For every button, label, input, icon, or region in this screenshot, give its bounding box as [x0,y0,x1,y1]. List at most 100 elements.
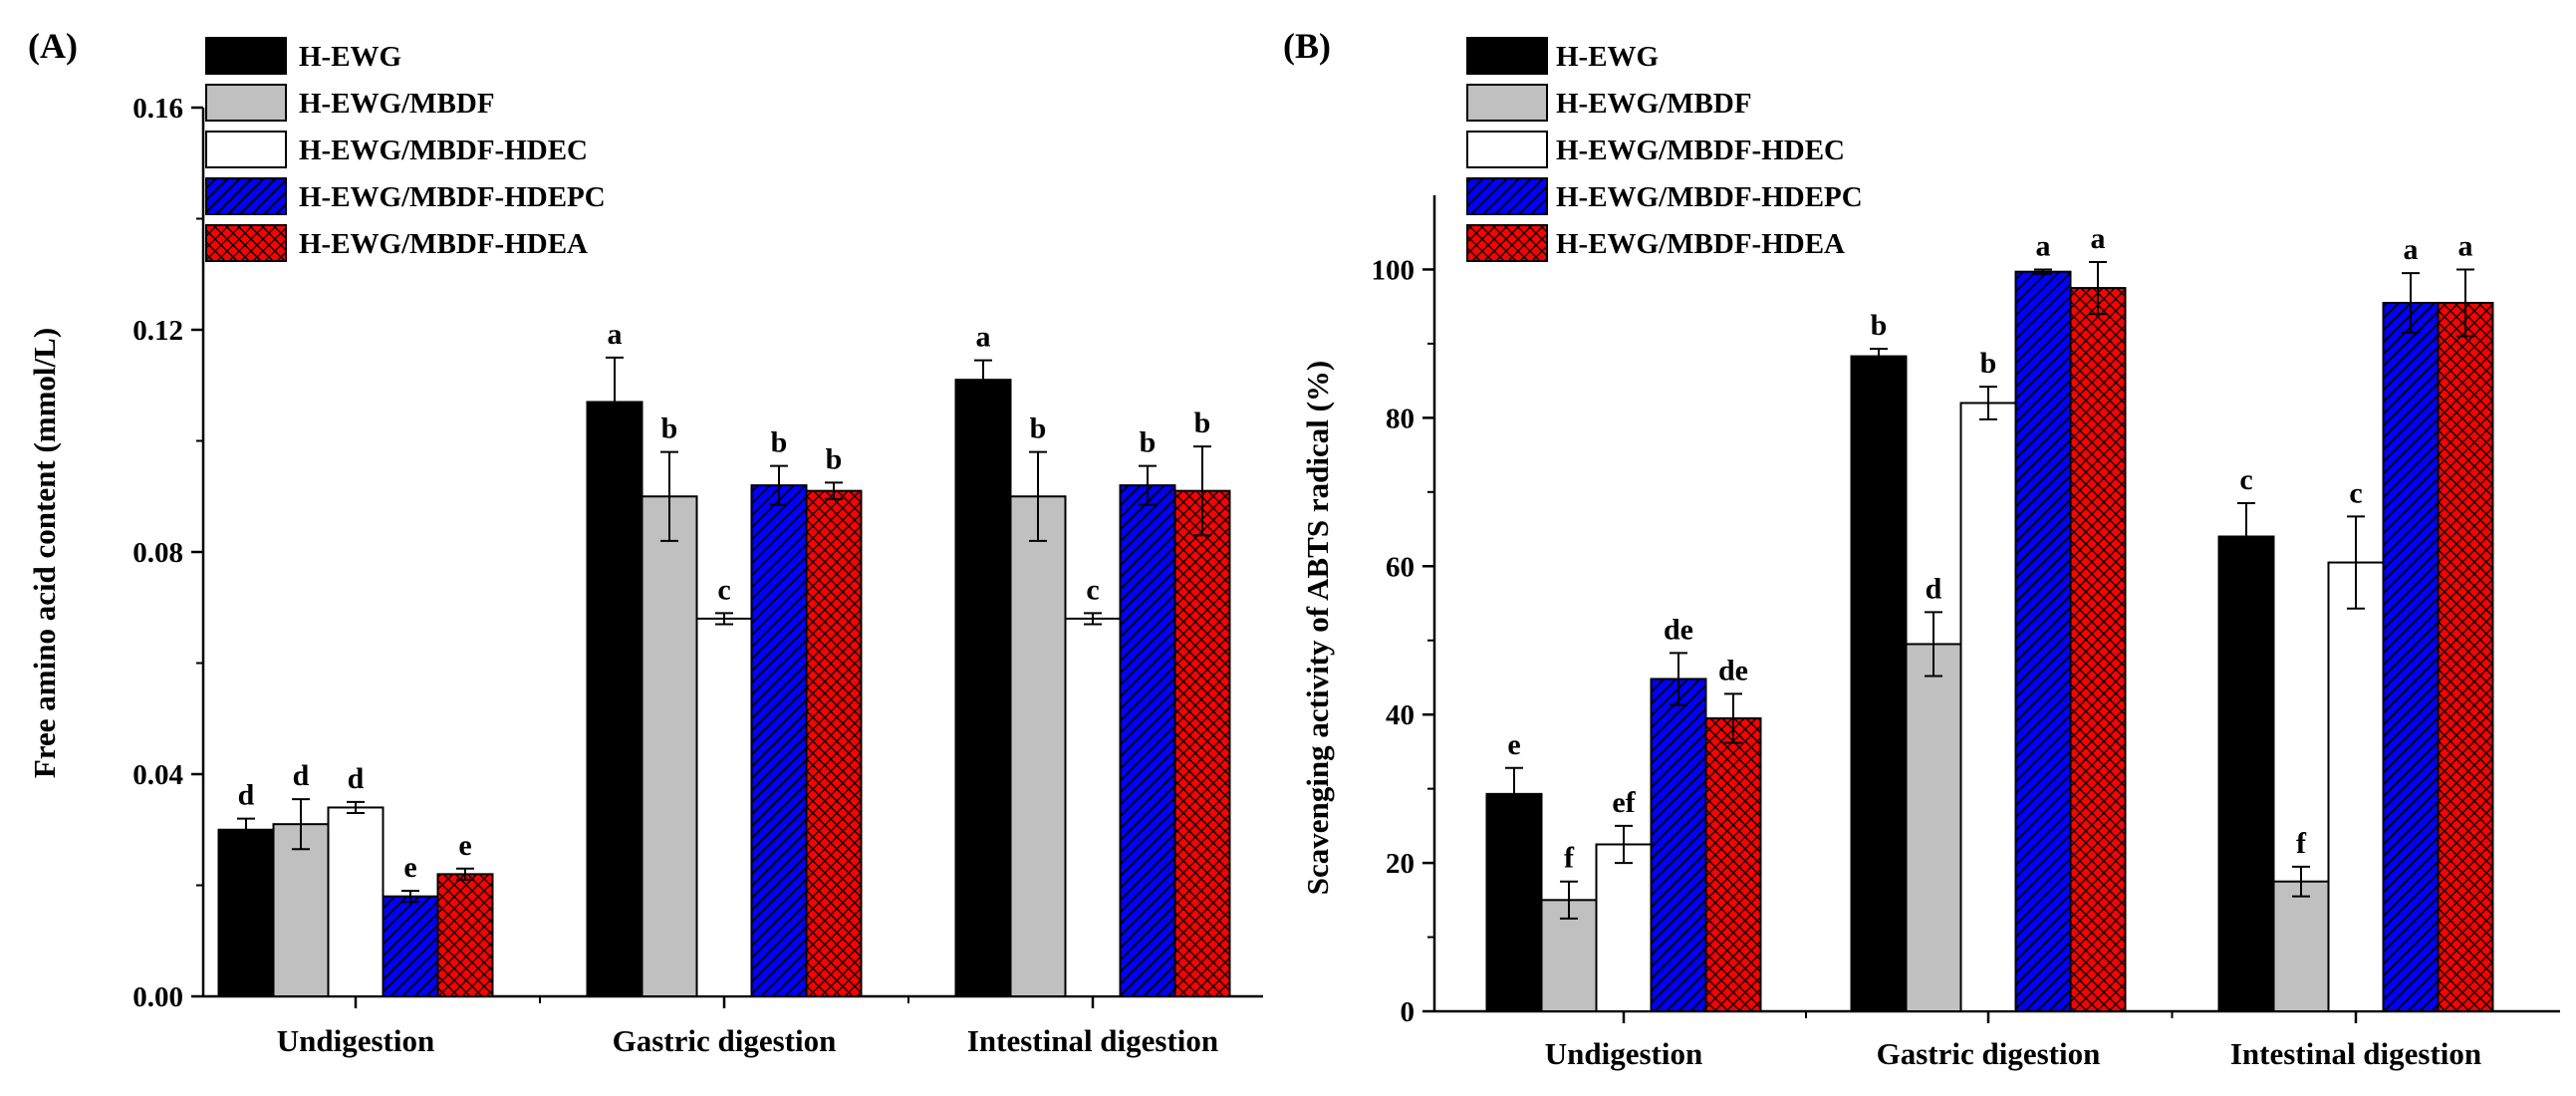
bar [2069,287,2127,1012]
y-tick-label: 0.12 [132,315,183,347]
panel-a: (A) Free amino acid content (mmol/L) 0.0… [27,26,1263,1058]
x-tick-label: Gastric digestion [1877,1036,2101,1071]
legend-label: H-EWG/MBDF-HDEA [1556,228,1845,260]
bar [1850,355,1908,1013]
significance-letter: b [1194,407,1211,439]
x-tick-label: Intestinal digestion [967,1023,1218,1058]
significance-letter: a [976,321,991,354]
legend: H-EWG H-EWG/MBDF H-EWG/MBDF-HDEC H-EWG/MBDF… [205,37,606,262]
bar [2217,535,2275,1012]
legend-label: H-EWG/MBDF-HDEC [299,135,588,166]
significance-letter: a [2458,229,2473,262]
bar [217,828,275,997]
y-tick-label: 0.08 [132,537,183,569]
x-tick-label: Undigestion [1545,1036,1702,1071]
legend-swatch [205,224,287,262]
legend-swatch [1466,131,1548,168]
y-tick-label: 40 [1386,699,1415,731]
bar [436,873,494,997]
bars: e b c f d f ef b c de a a de a a [1485,222,2494,1013]
significance-letter: a [2091,222,2106,255]
significance-letter: e [403,851,416,884]
significance-letter: e [1507,728,1520,761]
x-tick-label: Undigestion [277,1023,434,1058]
significance-letter: a [2036,229,2051,262]
legend-swatch [1466,84,1548,122]
significance-letter: ef [1612,786,1636,819]
bar [2272,880,2330,1012]
y-tick-label: 100 [1372,254,1416,286]
significance-letter: b [1030,412,1047,445]
significance-letter: c [1086,573,1099,606]
legend-swatch [205,131,287,168]
bar [2437,301,2494,1012]
significance-letter: e [458,829,471,862]
bar [2014,270,2072,1012]
bar [1959,402,2017,1012]
significance-letter: a [2404,233,2419,266]
bar [954,379,1012,997]
legend-label: H-EWG/MBDF-HDEPC [1556,181,1863,213]
significance-letter: c [2239,463,2252,496]
significance-letter: d [348,762,365,795]
significance-letter: c [2349,476,2362,509]
bar [2382,301,2440,1012]
bar [327,806,385,998]
legend-swatch [1466,224,1548,262]
bar [805,489,863,997]
significance-letter: b [826,442,843,475]
significance-letter: b [1871,309,1888,342]
bar [1119,484,1176,998]
y-tick-label: 80 [1386,403,1415,434]
bar [695,617,753,998]
legend-label: H-EWG [1556,41,1659,73]
panel-label: (A) [28,26,78,66]
y-tick-label: 0.04 [132,759,183,791]
y-tick-label: 60 [1386,551,1415,583]
x-tick-label: Gastric digestion [613,1023,837,1058]
significance-letter: de [1718,654,1748,686]
bar [2327,561,2385,1012]
panel-label: (B) [1283,26,1331,66]
bar [1064,617,1122,998]
legend-swatch [1466,37,1548,75]
y-tick-label: 0.16 [132,93,183,125]
bar [1905,643,1962,1012]
y-axis-title: Free amino acid content (mmol/L) [27,328,62,778]
significance-letter: b [771,426,788,459]
legend-swatch [205,37,287,75]
legend-label: H-EWG/MBDF-HDEPC [299,181,606,213]
bars: d a a d b b d c c e b b e b b [217,318,1231,998]
significance-letter: a [608,318,623,351]
legend-label: H-EWG/MBDF-HDEC [1556,135,1845,166]
significance-letter: b [661,412,678,445]
significance-letter: d [1926,572,1942,605]
y-tick-label: 0 [1401,996,1416,1028]
axes: 0.00 0.04 0.08 0.12 0.16 Undigestion Gastric d… [132,93,1263,1058]
bar [750,484,808,998]
legend-swatch [205,177,287,215]
significance-letter: c [717,573,730,606]
bar [1009,495,1067,997]
significance-letter: d [238,779,255,812]
y-tick-label: 0.00 [132,981,183,1013]
bar [1173,489,1231,997]
significance-letter: de [1664,613,1693,646]
bar [382,895,439,998]
bar [1595,843,1653,1013]
significance-letter: f [2296,827,2307,860]
panel-b: (B) Scavenging activity of ABTS radical … [1283,26,2560,1071]
bar [1485,792,1543,1013]
legend-label: H-EWG/MBDF [299,88,495,120]
significance-letter: b [1980,347,1997,380]
bar [1704,716,1762,1012]
significance-letter: b [1140,426,1157,459]
y-tick-label: 20 [1386,848,1415,880]
bar [1650,678,1707,1013]
legend-label: H-EWG/MBDF-HDEA [299,228,588,260]
legend-swatch [205,84,287,122]
x-tick-label: Intestinal digestion [2230,1036,2481,1071]
legend-swatch [1466,177,1548,215]
bar [641,495,698,997]
